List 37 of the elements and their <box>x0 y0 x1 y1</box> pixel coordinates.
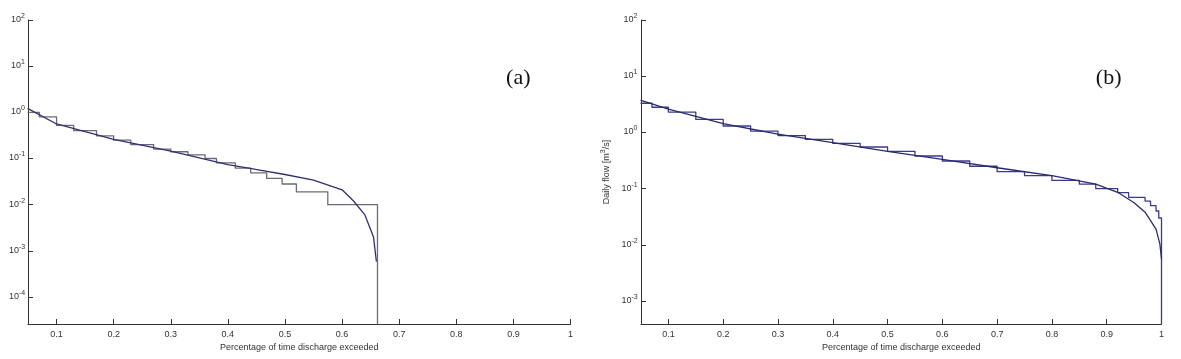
y-tick-label: 10$^{0}$ <box>623 124 638 137</box>
x-tick-label: 0.4 <box>826 328 839 339</box>
x-tick-label: 0.6 <box>935 328 949 339</box>
y-tick-label: 10$^{1}$ <box>623 68 638 81</box>
x-tick-label: 0.4 <box>221 328 235 339</box>
x-tick-label: 0.2 <box>107 328 120 339</box>
x-tick-label: 0.3 <box>771 328 784 339</box>
x-tick-label: 0.8 <box>450 328 463 339</box>
y-tick-label: 10$^{-4}$ <box>9 288 26 301</box>
x-axis-title: Percentage of time discharge exceeded <box>821 342 981 353</box>
x-axis-title: Percentage of time discharge exceeded <box>219 342 379 353</box>
x-tick-label: 1 <box>1158 328 1164 339</box>
y-tick-label: 10$^{0}$ <box>11 104 25 117</box>
annotation: (b) <box>1095 63 1121 89</box>
x-tick-label: 0.6 <box>335 328 349 339</box>
x-tick-label: 0.9 <box>1099 328 1113 339</box>
y-tick-label: 10$^{-2}$ <box>9 196 26 209</box>
x-tick-label: 0.1 <box>50 328 63 339</box>
y-tick-label: 10$^{-1}$ <box>621 180 638 193</box>
y-tick-label: 10$^{-3}$ <box>9 242 26 255</box>
x-tick-label: 0.7 <box>392 328 406 339</box>
x-tick-label: 0.3 <box>164 328 178 339</box>
y-tick-label: 10$^{-3}$ <box>621 293 638 306</box>
x-tick-label: 0.9 <box>507 328 520 339</box>
y-tick-label: 10$^{1}$ <box>11 58 25 71</box>
annotation: (a) <box>506 63 531 89</box>
y-tick-label: 10$^{-2}$ <box>621 236 638 249</box>
x-tick-label: 0.1 <box>661 328 675 339</box>
x-tick-label: 0.7 <box>990 328 1003 339</box>
x-tick-label: 1 <box>567 328 574 339</box>
x-tick-label: 0.5 <box>880 328 894 339</box>
y-tick-label: 10$^{-1}$ <box>9 150 26 163</box>
y-tick-label: 10$^{2}$ <box>11 12 25 24</box>
x-tick-label: 0.2 <box>716 328 729 339</box>
y-tick-label: 10$^{2}$ <box>623 12 638 24</box>
x-tick-label: 0.8 <box>1045 328 1058 339</box>
x-tick-label: 0.5 <box>278 328 292 339</box>
